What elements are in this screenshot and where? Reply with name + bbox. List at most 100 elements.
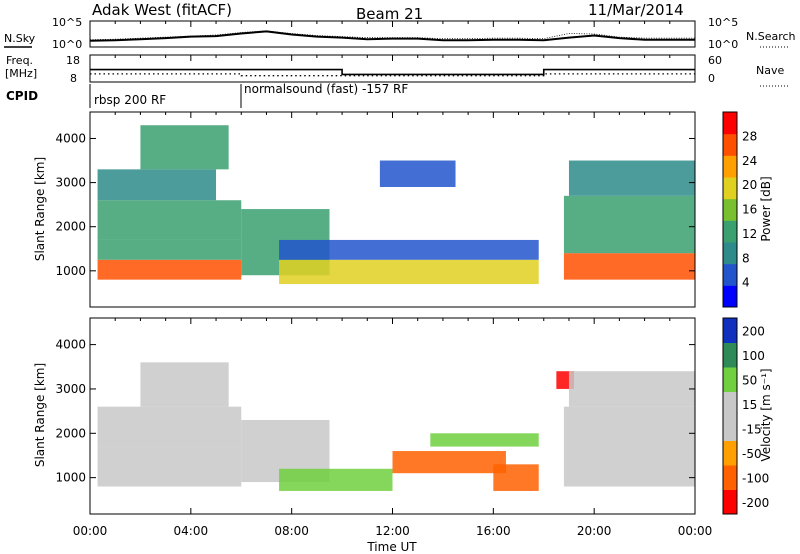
colorbar-swatch bbox=[723, 391, 737, 417]
station-title: Adak West (fitACF) bbox=[92, 1, 232, 19]
ytick-label: 4000 bbox=[55, 338, 86, 352]
date-title: 11/Mar/2014 bbox=[588, 1, 684, 19]
velocity-region-2 bbox=[97, 406, 242, 447]
beam-title: Beam 21 bbox=[356, 5, 423, 23]
power-data bbox=[97, 125, 695, 285]
colorbar-swatch bbox=[723, 198, 737, 221]
colorbar-swatch bbox=[723, 263, 737, 286]
colorbar-swatch bbox=[723, 285, 737, 308]
nave-series bbox=[90, 73, 695, 77]
frequency-left-label: Freq. bbox=[6, 54, 33, 67]
colorbar-tick-label: -15 bbox=[742, 422, 762, 436]
colorbar-tick-label: 200 bbox=[742, 324, 765, 338]
velocity-colorbar-label: Velocity [m s⁻¹] bbox=[759, 368, 773, 461]
noise-series bbox=[89, 30, 695, 42]
velocity-region-1 bbox=[97, 446, 242, 487]
power-colorbar: 28 24 20 16 12 8 4 bbox=[722, 111, 757, 308]
velocity-region-3 bbox=[140, 362, 229, 407]
colorbar-swatch bbox=[723, 220, 737, 243]
velocity-region-5 bbox=[279, 468, 393, 491]
colorbar-swatch bbox=[723, 342, 737, 368]
power-region-10 bbox=[563, 253, 695, 280]
power-yticks: 1000 2000 3000 4000 bbox=[55, 131, 695, 278]
xtick-label: 00:00 bbox=[678, 524, 713, 538]
ytick-label: 3000 bbox=[55, 382, 86, 396]
colorbar-tick-label: 20 bbox=[742, 178, 757, 192]
noise-right-label: N.Search bbox=[746, 30, 796, 43]
noise-sky-line bbox=[89, 30, 695, 42]
colorbar-tick-label: -50 bbox=[742, 447, 762, 461]
velocity-region-11 bbox=[568, 371, 695, 407]
cpid-row: CPID rbsp 200 RF normalsound (fast) -157… bbox=[6, 82, 408, 108]
colorbar-swatch bbox=[723, 242, 737, 265]
colorbar-swatch bbox=[723, 367, 737, 392]
velocity-region-7 bbox=[430, 433, 539, 447]
power-region-1 bbox=[97, 259, 242, 280]
xtick-label: 08:00 bbox=[274, 524, 309, 538]
freq-ytick-bottom: 8 bbox=[70, 72, 77, 85]
velocity-yticks: 1000 2000 3000 4000 bbox=[55, 338, 695, 485]
ytick-label: 4000 bbox=[55, 131, 86, 145]
colorbar-swatch bbox=[723, 465, 737, 490]
power-ylabel: Slant Range [km] bbox=[33, 157, 47, 261]
velocity-region-6 bbox=[392, 451, 506, 474]
colorbar-tick-label: 100 bbox=[742, 349, 765, 363]
velocity-data bbox=[97, 362, 695, 491]
xtick-label: 00:00 bbox=[73, 524, 108, 538]
colorbar-tick-label: 15 bbox=[742, 398, 757, 412]
colorbar-tick-label: 16 bbox=[742, 203, 757, 217]
power-region-5 bbox=[140, 125, 229, 170]
velocity-region-10 bbox=[563, 406, 695, 487]
power-region-12 bbox=[568, 160, 695, 196]
nave-ytick-top: 60 bbox=[708, 54, 722, 67]
power-region-3 bbox=[97, 200, 242, 240]
velocity-xlabel: Time UT bbox=[366, 540, 417, 554]
frequency-panel: Freq. [MHz] 18 8 60 0 Nave bbox=[5, 54, 788, 87]
nave-ytick-bottom: 0 bbox=[708, 72, 715, 85]
colorbar-tick-label: 24 bbox=[742, 154, 757, 168]
colorbar-swatch bbox=[723, 177, 737, 200]
colorbar-swatch bbox=[723, 155, 737, 178]
power-colorbar-label: Power [dB] bbox=[759, 176, 773, 241]
colorbar-tick-label: 12 bbox=[742, 227, 757, 241]
ytick-label: 2000 bbox=[55, 426, 86, 440]
power-region-11 bbox=[563, 195, 695, 254]
velocity-xticks: 00:00 04:00 08:00 12:00 16:00 20:00 00:00 bbox=[73, 508, 713, 538]
colorbar-swatch bbox=[723, 440, 737, 466]
power-region-2 bbox=[97, 239, 242, 260]
power-region-7 bbox=[279, 259, 539, 285]
noise-left-label: N.Sky bbox=[4, 32, 36, 45]
cpid-label: CPID bbox=[6, 89, 38, 103]
noise-search-line bbox=[89, 30, 695, 41]
xtick-label: 12:00 bbox=[375, 524, 410, 538]
power-region-4 bbox=[97, 169, 217, 201]
colorbar-tick-label: 28 bbox=[742, 129, 757, 143]
velocity-panel: 1000 2000 3000 4000 00:00 04:00 08:00 12:00 16:… bbox=[33, 317, 773, 554]
xtick-label: 16:00 bbox=[476, 524, 511, 538]
power-region-9 bbox=[379, 160, 456, 187]
freq-ytick-top: 18 bbox=[66, 54, 80, 67]
xtick-label: 20:00 bbox=[577, 524, 612, 538]
cpid-segment-1: rbsp 200 RF bbox=[94, 93, 166, 107]
noise-ytick-left-top: 10^5 bbox=[52, 16, 82, 29]
noise-ytick-right-bottom: 10^0 bbox=[708, 38, 738, 51]
frequency-left-unit: [MHz] bbox=[5, 67, 37, 80]
colorbar-tick-label: 50 bbox=[742, 373, 757, 387]
colorbar-swatch bbox=[723, 318, 737, 343]
velocity-region-8 bbox=[493, 464, 539, 491]
noise-ytick-left-bottom: 10^0 bbox=[52, 38, 82, 51]
xtick-label: 04:00 bbox=[174, 524, 209, 538]
frequency-right-label: Nave bbox=[756, 64, 784, 77]
velocity-colorbar: 200 100 50 15 -15 -50 -100 -200 bbox=[722, 317, 769, 515]
colorbar-swatch bbox=[723, 416, 737, 441]
ytick-label: 1000 bbox=[55, 471, 86, 485]
colorbar-swatch bbox=[723, 112, 737, 135]
colorbar-swatch bbox=[723, 489, 737, 515]
ytick-label: 1000 bbox=[55, 264, 86, 278]
colorbar-frame bbox=[722, 111, 738, 308]
colorbar-tick-label: -100 bbox=[742, 471, 769, 485]
colorbar-tick-label: 8 bbox=[742, 251, 750, 265]
colorbar-tick-label: -200 bbox=[742, 496, 769, 510]
power-region-8 bbox=[279, 239, 539, 260]
